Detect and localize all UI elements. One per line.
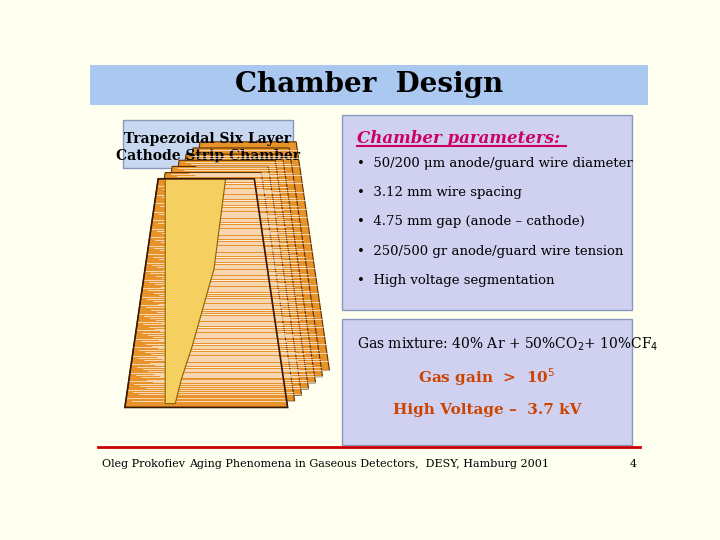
Text: Chamber  Design: Chamber Design (235, 71, 503, 98)
Text: High Voltage –  3.7 kV: High Voltage – 3.7 kV (392, 403, 581, 417)
FancyBboxPatch shape (123, 120, 293, 168)
Text: Gas gain  >  10$^{5}$: Gas gain > 10$^{5}$ (418, 366, 556, 388)
Polygon shape (125, 179, 287, 408)
Text: •  4.75 mm gap (anode – cathode): • 4.75 mm gap (anode – cathode) (356, 215, 585, 228)
Polygon shape (132, 173, 294, 401)
Text: Gas mixture: 40% Ar + 50%CO$_{2}$+ 10%CF$_{4}$: Gas mixture: 40% Ar + 50%CO$_{2}$+ 10%CF… (356, 335, 658, 353)
FancyBboxPatch shape (342, 115, 631, 310)
Text: •  3.12 mm wire spacing: • 3.12 mm wire spacing (356, 186, 521, 199)
Text: •  High voltage segmentation: • High voltage segmentation (356, 274, 554, 287)
Polygon shape (167, 142, 330, 370)
Text: Oleg Prokofiev: Oleg Prokofiev (102, 458, 184, 469)
Text: Aging Phenomena in Gaseous Detectors,  DESY, Hamburg 2001: Aging Phenomena in Gaseous Detectors, DE… (189, 458, 549, 469)
Text: 4: 4 (629, 458, 636, 469)
Text: •  250/500 gr anode/guard wire tension: • 250/500 gr anode/guard wire tension (356, 245, 623, 258)
Polygon shape (139, 166, 302, 395)
Text: Trapezoidal Six Layer: Trapezoidal Six Layer (125, 132, 292, 146)
FancyBboxPatch shape (90, 65, 648, 105)
FancyBboxPatch shape (342, 319, 631, 445)
Text: •  50/200 μm anode/guard wire diameter: • 50/200 μm anode/guard wire diameter (356, 157, 632, 170)
Polygon shape (165, 179, 225, 403)
Polygon shape (160, 148, 323, 377)
Polygon shape (145, 160, 309, 389)
Text: Cathode Strip Chamber: Cathode Strip Chamber (116, 148, 300, 163)
Polygon shape (153, 154, 315, 383)
Text: Chamber parameters:: Chamber parameters: (356, 130, 559, 147)
